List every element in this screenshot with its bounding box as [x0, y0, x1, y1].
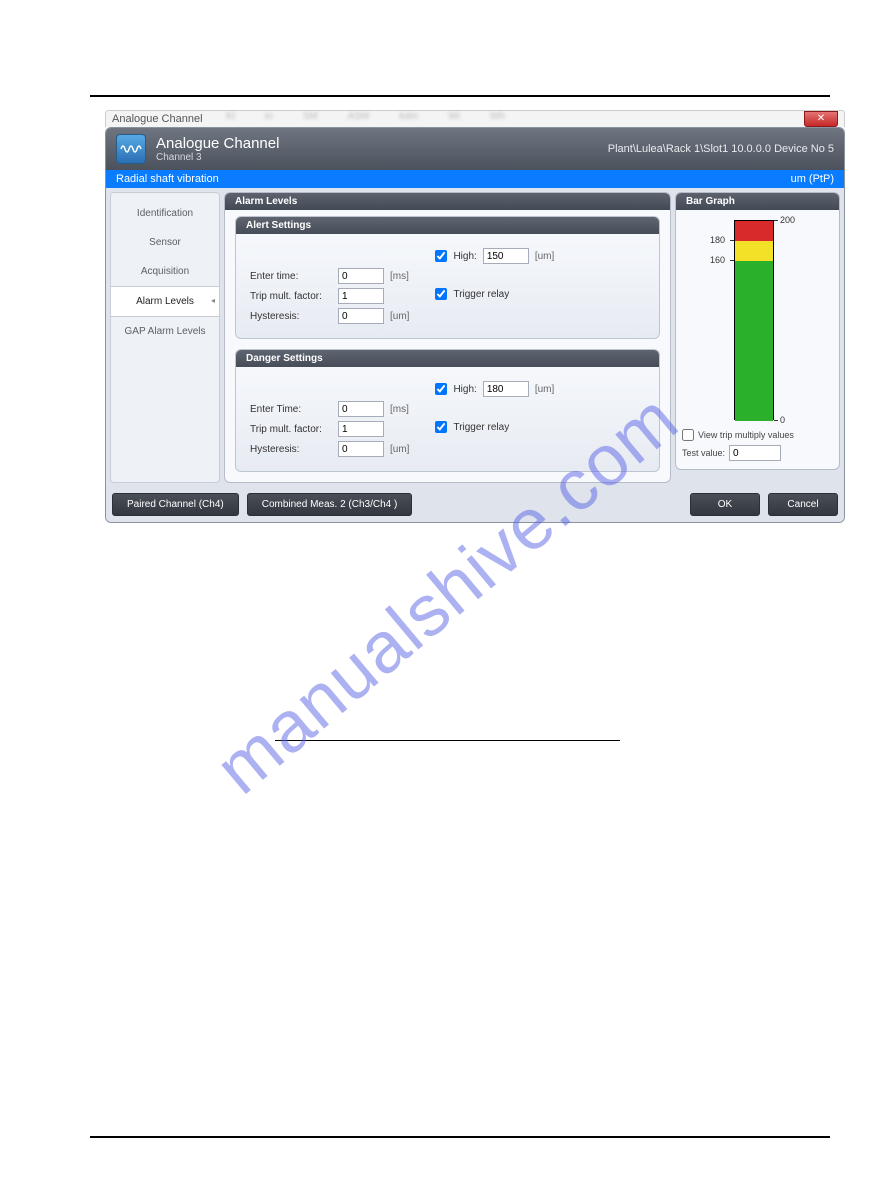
alert-trigger-label: Trigger relay: [453, 289, 509, 300]
combined-meas-button[interactable]: Combined Meas. 2 (Ch3/Ch4 ): [247, 493, 413, 516]
danger-high-checkbox[interactable]: [435, 383, 447, 395]
bar-tick-mark: [774, 220, 778, 221]
alert-high-input[interactable]: [483, 248, 529, 264]
test-value-label: Test value:: [682, 448, 725, 458]
alert-enter-time-input[interactable]: [338, 268, 384, 284]
page-mid-rule: [275, 740, 620, 741]
nav-alarm-levels[interactable]: Alarm Levels: [111, 286, 219, 317]
danger-hyst-input[interactable]: [338, 441, 384, 457]
cancel-button[interactable]: Cancel: [768, 493, 838, 516]
dialog-header: Analogue Channel Channel 3 Plant\Lulea\R…: [106, 128, 844, 170]
nav-identification[interactable]: Identification: [111, 199, 219, 228]
bar-graph-panel: Bar Graph 0 160 180 200 View trip multiply …: [675, 192, 840, 470]
nav-gap-alarm-levels[interactable]: GAP Alarm Levels: [111, 317, 219, 346]
alarm-levels-panel: Alarm Levels Alert Settings Enter time:: [224, 192, 671, 483]
nav-acquisition[interactable]: Acquisition: [111, 257, 219, 286]
bar-tick-label: 200: [780, 215, 795, 225]
danger-hyst-label: Hysteresis:: [250, 444, 332, 455]
danger-enter-time-label: Enter Time:: [250, 404, 332, 415]
nav-sensor[interactable]: Sensor: [111, 228, 219, 257]
test-value-input[interactable]: [729, 445, 781, 461]
bar-graph-title: Bar Graph: [676, 193, 839, 210]
alert-hyst-label: Hysteresis:: [250, 311, 332, 322]
bar-tick-label: 0: [780, 415, 785, 425]
dialog-body: Analogue Channel Channel 3 Plant\Lulea\R…: [105, 127, 845, 523]
alarm-levels-title: Alarm Levels: [225, 193, 670, 210]
context-bar: Radial shaft vibration um (PtP): [106, 170, 844, 188]
bar-graph-area: 0160180200: [676, 210, 839, 421]
view-trip-label: View trip multiply values: [698, 430, 794, 440]
danger-trip-input[interactable]: [338, 421, 384, 437]
danger-high-unit: [um]: [535, 384, 554, 395]
window-title: Analogue Channel: [112, 113, 203, 125]
alert-trip-label: Trip mult. factor:: [250, 291, 332, 302]
close-icon[interactable]: ✕: [804, 111, 838, 127]
danger-hyst-unit: [um]: [390, 444, 409, 455]
dialog-title: Analogue Channel: [156, 135, 279, 152]
ok-button[interactable]: OK: [690, 493, 760, 516]
alert-trigger-checkbox[interactable]: [435, 288, 447, 300]
footer-bar: Paired Channel (Ch4) Combined Meas. 2 (C…: [106, 487, 844, 522]
danger-trigger-label: Trigger relay: [453, 422, 509, 433]
alert-settings-panel: Alert Settings Enter time: [ms]: [235, 216, 660, 339]
blurred-background-tabs: KlinSMASMkdmWiWh: [226, 111, 784, 127]
bar-tick-label: 160: [710, 255, 725, 265]
alert-hyst-unit: [um]: [390, 311, 409, 322]
dialog-subtitle: Channel 3: [156, 152, 279, 163]
danger-trigger-checkbox[interactable]: [435, 421, 447, 433]
bar-tick-mark: [730, 260, 734, 261]
side-nav: Identification Sensor Acquisition Alarm …: [110, 192, 220, 483]
bar-tick-mark: [730, 240, 734, 241]
alert-trip-input[interactable]: [338, 288, 384, 304]
context-right: um (PtP): [791, 173, 834, 185]
bar-graph-track: [734, 220, 774, 420]
device-path: Plant\Lulea\Rack 1\Slot1 10.0.0.0 Device…: [608, 143, 834, 155]
window-titlebar: Analogue Channel KlinSMASMkdmWiWh ✕: [105, 110, 845, 127]
danger-settings-title: Danger Settings: [236, 350, 659, 367]
alert-hyst-input[interactable]: [338, 308, 384, 324]
alert-high-label: High:: [453, 251, 476, 262]
paired-channel-button[interactable]: Paired Channel (Ch4): [112, 493, 239, 516]
bar-segment: [735, 241, 773, 261]
alert-enter-time-unit: [ms]: [390, 271, 409, 282]
alert-high-checkbox[interactable]: [435, 250, 447, 262]
danger-enter-time-input[interactable]: [338, 401, 384, 417]
page-rule-top: [90, 95, 830, 97]
alert-enter-time-label: Enter time:: [250, 271, 332, 282]
alert-settings-title: Alert Settings: [236, 217, 659, 234]
bar-tick-label: 180: [710, 235, 725, 245]
context-left: Radial shaft vibration: [116, 173, 219, 185]
bar-segment: [735, 221, 773, 241]
dialog-window: Analogue Channel KlinSMASMkdmWiWh ✕ Anal…: [105, 110, 845, 523]
alert-high-unit: [um]: [535, 251, 554, 262]
waveform-icon: [116, 134, 146, 164]
danger-high-input[interactable]: [483, 381, 529, 397]
view-trip-checkbox[interactable]: [682, 429, 694, 441]
danger-enter-time-unit: [ms]: [390, 404, 409, 415]
bar-tick-mark: [774, 420, 778, 421]
danger-high-label: High:: [453, 384, 476, 395]
bar-segment: [735, 261, 773, 421]
danger-settings-panel: Danger Settings Enter Time: [ms]: [235, 349, 660, 472]
danger-trip-label: Trip mult. factor:: [250, 424, 332, 435]
page-rule-bottom: [90, 1136, 830, 1138]
